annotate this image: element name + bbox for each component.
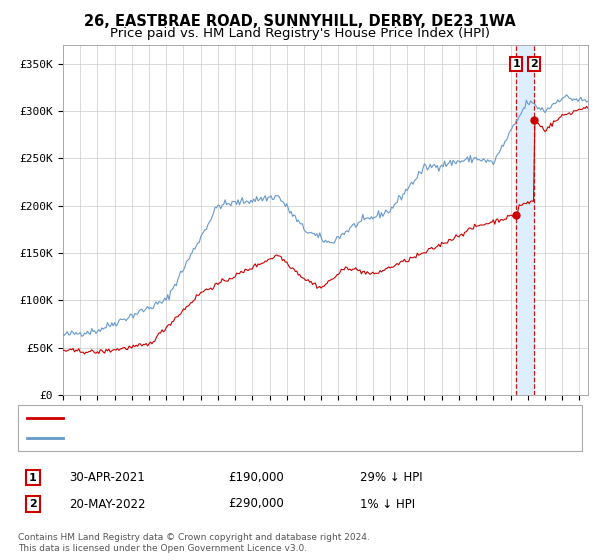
Text: 1% ↓ HPI: 1% ↓ HPI (360, 497, 415, 511)
Text: 26, EASTBRAE ROAD, SUNNYHILL, DERBY, DE23 1WA (detached house): 26, EASTBRAE ROAD, SUNNYHILL, DERBY, DE2… (69, 413, 465, 423)
Text: 20-MAY-2022: 20-MAY-2022 (69, 497, 146, 511)
Text: 29% ↓ HPI: 29% ↓ HPI (360, 471, 422, 484)
Text: 26, EASTBRAE ROAD, SUNNYHILL, DERBY, DE23 1WA: 26, EASTBRAE ROAD, SUNNYHILL, DERBY, DE2… (84, 14, 516, 29)
Text: 1: 1 (512, 59, 520, 69)
Text: 1: 1 (29, 473, 37, 483)
Text: £190,000: £190,000 (228, 471, 284, 484)
Text: 2: 2 (29, 499, 37, 509)
Text: Contains HM Land Registry data © Crown copyright and database right 2024.
This d: Contains HM Land Registry data © Crown c… (18, 533, 370, 553)
Text: £290,000: £290,000 (228, 497, 284, 511)
Text: HPI: Average price, detached house, City of Derby: HPI: Average price, detached house, City… (69, 433, 349, 443)
Text: 30-APR-2021: 30-APR-2021 (69, 471, 145, 484)
Text: Price paid vs. HM Land Registry's House Price Index (HPI): Price paid vs. HM Land Registry's House … (110, 27, 490, 40)
Bar (516, 45, 534, 395)
Text: 2: 2 (530, 59, 538, 69)
